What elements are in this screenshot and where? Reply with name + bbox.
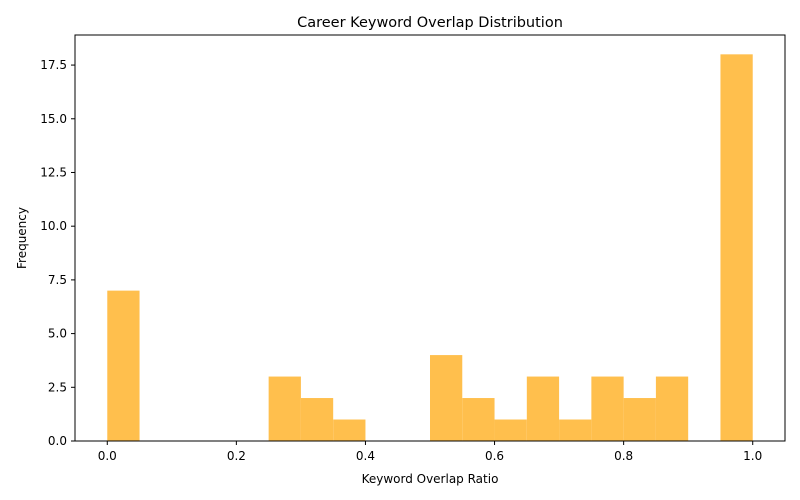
x-axis-label: Keyword Overlap Ratio <box>362 472 499 486</box>
y-tick-label: 10.0 <box>40 219 67 233</box>
x-tick-label: 0.0 <box>98 449 117 463</box>
y-tick-label: 0.0 <box>48 434 67 448</box>
y-tick-label: 12.5 <box>40 165 67 179</box>
histogram-bar <box>526 376 560 441</box>
histogram-bar <box>462 398 495 441</box>
bars-group <box>107 54 753 441</box>
histogram-bar <box>430 355 463 441</box>
histogram-bar <box>559 419 592 441</box>
chart-title: Career Keyword Overlap Distribution <box>297 15 563 31</box>
histogram-bar <box>494 419 527 441</box>
y-tick-label: 5.0 <box>48 327 67 341</box>
histogram-bar <box>268 376 301 441</box>
x-tick-label: 0.8 <box>614 449 633 463</box>
histogram-bar <box>300 398 334 441</box>
x-tick-label: 0.6 <box>485 449 504 463</box>
y-axis-label: Frequency <box>15 207 29 269</box>
y-tick-label: 15.0 <box>40 112 67 126</box>
histogram-bar <box>591 376 624 441</box>
plot-frame <box>74 34 786 442</box>
y-axis-ticks: 0.0 2.5 5.0 7.5 10.0 12.5 15.0 17.5 <box>40 58 75 448</box>
histogram-bar <box>107 290 140 441</box>
histogram-bar <box>655 376 689 441</box>
histogram-bar <box>720 54 753 441</box>
histogram-bar <box>333 419 366 441</box>
x-axis-ticks: 0.0 0.2 0.4 0.6 0.8 1.0 <box>98 441 762 463</box>
y-tick-label: 7.5 <box>48 273 67 287</box>
y-tick-label: 17.5 <box>40 58 67 72</box>
x-tick-label: 0.2 <box>227 449 246 463</box>
y-tick-label: 2.5 <box>48 380 67 394</box>
x-tick-label: 0.4 <box>356 449 375 463</box>
histogram-bar <box>623 398 656 441</box>
x-tick-label: 1.0 <box>743 449 762 463</box>
